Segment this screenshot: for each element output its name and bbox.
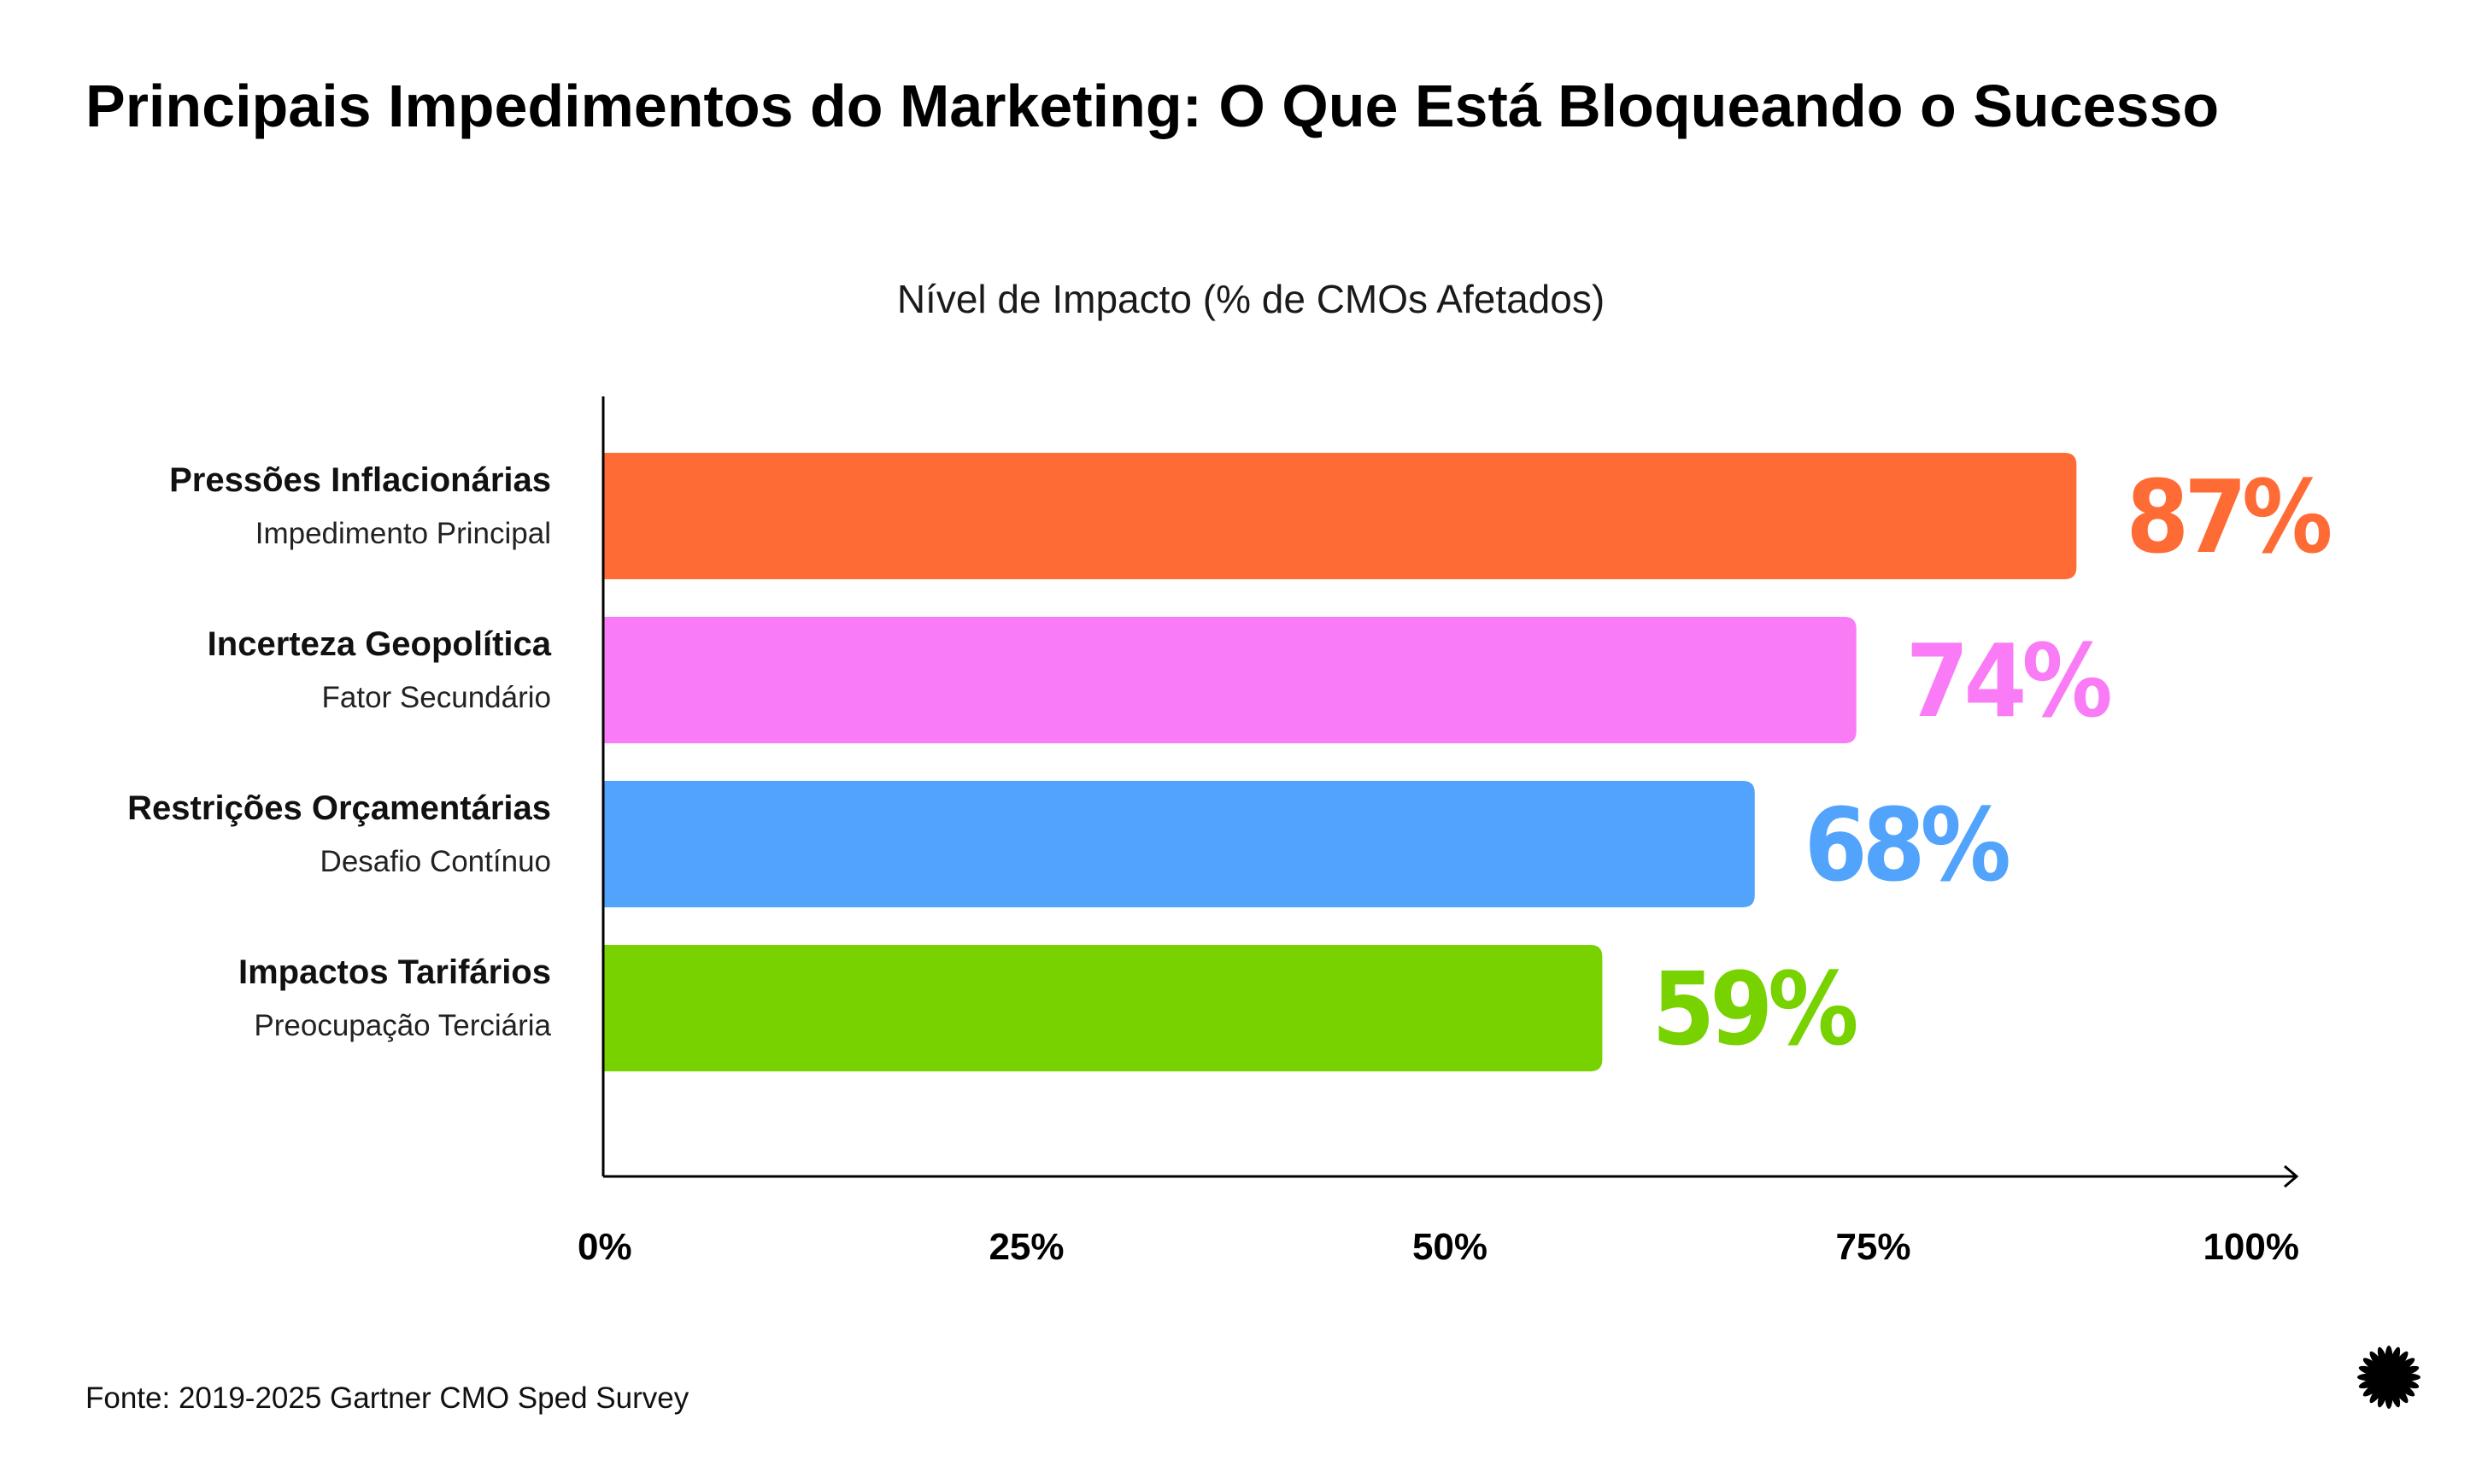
source-note: Fonte: 2019-2025 Gartner CMO Sped Survey: [85, 1381, 689, 1415]
starburst-ray: [2369, 1351, 2386, 1373]
x-tick-label-1: 25%: [989, 1226, 1064, 1268]
category-label-3: Impactos Tarifários: [238, 953, 551, 991]
bar-2: [603, 781, 1755, 907]
bar-0: [603, 453, 2077, 579]
chart-subtitle: Nível de Impacto (% de CMOs Afetados): [897, 277, 1605, 321]
category-label-0: Pressões Inflacionárias: [169, 461, 551, 499]
starburst-ray: [2369, 1381, 2386, 1404]
starburst-ray: [2391, 1381, 2409, 1404]
category-label-2: Restrições Orçamentárias: [127, 789, 551, 827]
chart-title: Principais Impedimentos do Marketing: O …: [85, 73, 2219, 139]
category-labels-group: Pressões Inflacionárias Impedimento Princ…: [127, 461, 552, 1042]
bar-3: [603, 945, 1603, 1071]
starburst-ray: [2377, 1346, 2389, 1372]
starburst-logo: [2357, 1346, 2421, 1409]
category-subtitle-1: Fator Secundário: [322, 681, 551, 714]
starburst-ray: [2393, 1380, 2415, 1397]
x-axis-arrow: [2284, 1164, 2299, 1188]
starburst-ray: [2362, 1380, 2385, 1397]
x-tick-label-3: 75%: [1835, 1226, 1910, 1268]
bars-group: [603, 453, 2077, 1071]
x-tick-label-4: 100%: [2203, 1226, 2299, 1268]
starburst-ray: [2391, 1351, 2409, 1373]
value-label-2: 68%: [1804, 786, 2010, 904]
value-label-1: 74%: [1906, 622, 2111, 740]
category-subtitle-0: Impedimento Principal: [255, 517, 551, 550]
x-tick-label-0: 0%: [578, 1226, 632, 1268]
category-subtitle-2: Desafio Contínuo: [320, 845, 551, 878]
starburst-ray: [2393, 1358, 2415, 1375]
bar-1: [603, 617, 1857, 743]
value-label-3: 59%: [1652, 950, 1857, 1068]
value-label-0: 87%: [2126, 458, 2331, 576]
starburst-ray: [2389, 1346, 2401, 1372]
category-label-1: Incerteza Geopolítica: [208, 625, 552, 663]
starburst-ray: [2377, 1382, 2389, 1408]
category-subtitle-3: Preocupação Terciária: [254, 1009, 551, 1042]
starburst-ray: [2394, 1377, 2420, 1389]
starburst-ray: [2362, 1358, 2385, 1375]
x-tick-label-2: 50%: [1412, 1226, 1488, 1268]
starburst-ray: [2358, 1365, 2384, 1377]
value-labels-group: 87%74% 68% 59%: [1652, 458, 2336, 1068]
x-tick-labels-group: 0% 25% 50% 75% 100%: [578, 1226, 2299, 1268]
